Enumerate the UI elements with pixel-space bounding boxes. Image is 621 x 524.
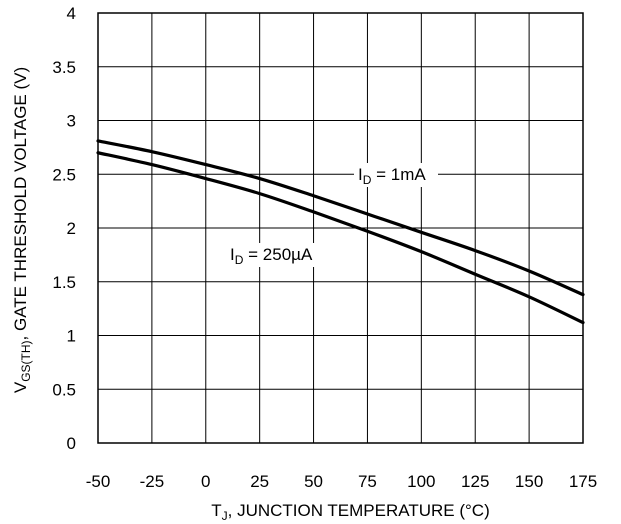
- y-tick-label: 0: [67, 434, 76, 453]
- x-tick-label: 25: [250, 472, 269, 491]
- series-label-1ma-background: [354, 163, 438, 187]
- y-tick-label: 1: [67, 327, 76, 346]
- x-tick-label: -25: [140, 472, 165, 491]
- series-label-1ma-text: ID = 1mA: [358, 165, 426, 187]
- y-tick-label: 3.5: [52, 58, 76, 77]
- y-tick-label: 3: [67, 112, 76, 131]
- series-label-250ua-background: [226, 243, 330, 267]
- x-tick-label: 150: [515, 472, 543, 491]
- x-axis-label: TJ, JUNCTION TEMPERATURE (°C): [211, 501, 490, 523]
- y-axis-label: VGS(TH), GATE THRESHOLD VOLTAGE (V): [11, 67, 33, 393]
- y-tick-label: 0.5: [52, 380, 76, 399]
- series-label-250ua: ID = 250µA: [226, 243, 330, 267]
- grid-layer: [97, 12, 584, 444]
- series-line-1: [96, 151, 585, 325]
- x-tick-label: 175: [569, 472, 597, 491]
- x-tick-label: 125: [461, 472, 489, 491]
- y-tick-label: 2.5: [52, 165, 76, 184]
- x-tick-label: 0: [201, 472, 210, 491]
- x-tick-label: 50: [304, 472, 323, 491]
- series-line-0: [96, 139, 585, 297]
- series-layer: [96, 139, 585, 325]
- x-tick-label: 100: [407, 472, 435, 491]
- x-tick-labels: -50 -25 0 25 50 75 100 125 150 175: [86, 472, 597, 491]
- y-tick-label: 2: [67, 219, 76, 238]
- series-label-1ma: ID = 1mA: [354, 163, 438, 187]
- y-tick-label: 1.5: [52, 273, 76, 292]
- y-tick-label: 4: [67, 4, 76, 23]
- x-tick-label: 75: [358, 472, 377, 491]
- x-tick-label: -50: [86, 472, 111, 491]
- series-label-250ua-text: ID = 250µA: [230, 245, 313, 267]
- plot-frame: [97, 12, 584, 444]
- y-tick-labels: 0 0.5 1 1.5 2 2.5 3 3.5 4: [52, 4, 76, 453]
